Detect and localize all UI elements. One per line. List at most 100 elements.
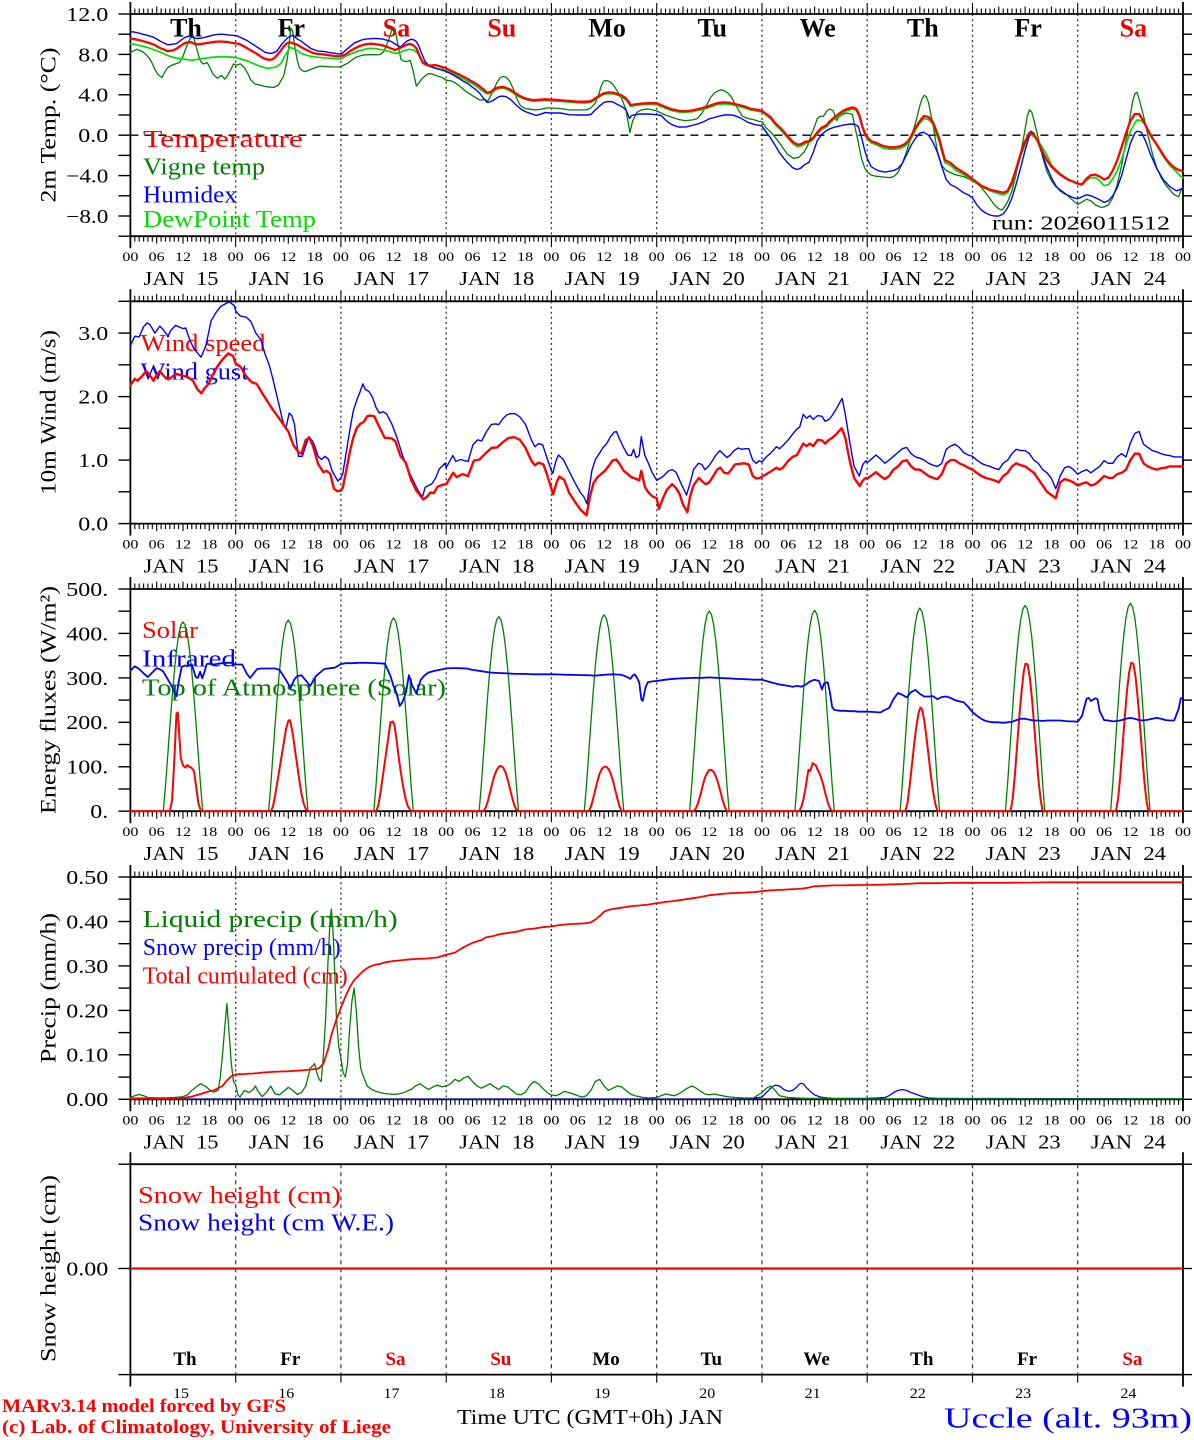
svg-text:12: 12 [701, 1112, 717, 1127]
svg-text:JAN 16: JAN 16 [249, 556, 324, 578]
svg-text:12: 12 [1122, 537, 1138, 552]
svg-text:00: 00 [754, 824, 770, 839]
svg-text:06: 06 [1096, 1112, 1113, 1127]
svg-text:JAN 19: JAN 19 [565, 268, 640, 290]
svg-text:2m Temp. (°C): 2m Temp. (°C) [36, 48, 61, 203]
svg-text:06: 06 [1096, 537, 1113, 552]
svg-text:20: 20 [699, 1386, 715, 1402]
svg-text:18: 18 [201, 1112, 217, 1127]
svg-text:Sa: Sa [385, 1349, 406, 1370]
svg-text:00: 00 [438, 1112, 454, 1127]
svg-text:12: 12 [912, 249, 928, 264]
svg-text:06: 06 [991, 537, 1008, 552]
svg-text:JAN 20: JAN 20 [670, 843, 745, 865]
svg-text:JAN 22: JAN 22 [880, 1131, 955, 1153]
svg-text:12: 12 [596, 824, 612, 839]
svg-text:06: 06 [570, 537, 587, 552]
svg-text:Sa: Sa [1120, 14, 1147, 43]
svg-text:Mo: Mo [588, 14, 626, 43]
svg-text:00: 00 [649, 537, 665, 552]
svg-text:18: 18 [412, 824, 428, 839]
svg-text:00: 00 [1070, 249, 1086, 264]
svg-text:−8.0: −8.0 [66, 206, 108, 228]
svg-text:00: 00 [333, 1112, 349, 1127]
svg-text:JAN 19: JAN 19 [565, 556, 640, 578]
svg-text:0.10: 0.10 [66, 1045, 108, 1067]
svg-text:Fr: Fr [1017, 1349, 1038, 1370]
svg-text:Total cumulated (cm): Total cumulated (cm) [143, 963, 348, 989]
svg-text:06: 06 [359, 537, 376, 552]
svg-text:12: 12 [912, 1112, 928, 1127]
svg-text:00: 00 [1175, 824, 1191, 839]
svg-text:18: 18 [412, 537, 428, 552]
svg-text:Th: Th [907, 14, 939, 43]
svg-text:JAN 16: JAN 16 [249, 268, 324, 290]
svg-text:06: 06 [254, 1112, 271, 1127]
svg-text:18: 18 [833, 249, 849, 264]
svg-text:Snow height (cm): Snow height (cm) [36, 1175, 61, 1362]
svg-text:06: 06 [991, 1112, 1008, 1127]
svg-text:Mo: Mo [592, 1349, 619, 1370]
svg-text:00: 00 [1175, 249, 1191, 264]
svg-text:3.0: 3.0 [78, 323, 108, 345]
svg-text:06: 06 [1096, 249, 1113, 264]
svg-text:18: 18 [1043, 537, 1059, 552]
svg-text:JAN 15: JAN 15 [144, 268, 219, 290]
svg-text:500.: 500. [66, 579, 108, 601]
svg-text:Precip (mm/h): Precip (mm/h) [36, 913, 61, 1063]
svg-text:JAN 24: JAN 24 [1091, 843, 1166, 865]
svg-text:JAN 24: JAN 24 [1091, 1131, 1166, 1153]
svg-text:JAN 15: JAN 15 [144, 1131, 219, 1153]
svg-text:21: 21 [805, 1386, 821, 1402]
svg-text:18: 18 [622, 249, 638, 264]
svg-text:4.0: 4.0 [78, 85, 108, 107]
svg-text:18: 18 [1043, 1112, 1059, 1127]
svg-text:18: 18 [728, 537, 744, 552]
svg-text:JAN 18: JAN 18 [459, 556, 534, 578]
svg-text:18: 18 [201, 537, 217, 552]
svg-text:JAN 23: JAN 23 [986, 268, 1061, 290]
svg-text:run: 2026011512: run: 2026011512 [992, 213, 1170, 235]
svg-text:JAN 19: JAN 19 [565, 1131, 640, 1153]
svg-text:Uccle (alt. 93m): Uccle (alt. 93m) [944, 1402, 1192, 1434]
svg-text:JAN 23: JAN 23 [986, 843, 1061, 865]
svg-text:JAN 16: JAN 16 [249, 843, 324, 865]
svg-text:00: 00 [859, 249, 875, 264]
svg-text:23: 23 [1015, 1386, 1031, 1402]
svg-text:19: 19 [594, 1386, 610, 1402]
svg-text:00: 00 [859, 824, 875, 839]
svg-text:JAN 22: JAN 22 [880, 268, 955, 290]
svg-text:JAN 16: JAN 16 [249, 1131, 324, 1153]
svg-text:00: 00 [438, 537, 454, 552]
svg-text:12: 12 [491, 537, 507, 552]
svg-text:06: 06 [149, 1112, 166, 1127]
svg-text:0.00: 0.00 [66, 1089, 108, 1111]
svg-text:JAN 20: JAN 20 [670, 1131, 745, 1153]
svg-text:06: 06 [570, 824, 587, 839]
svg-text:15: 15 [173, 1386, 189, 1402]
svg-text:2.0: 2.0 [78, 387, 108, 409]
svg-text:06: 06 [780, 537, 797, 552]
svg-text:18: 18 [833, 824, 849, 839]
svg-text:Th: Th [910, 1349, 934, 1370]
svg-text:00: 00 [965, 824, 981, 839]
svg-text:00: 00 [228, 537, 244, 552]
svg-text:JAN 22: JAN 22 [880, 843, 955, 865]
svg-text:00: 00 [438, 249, 454, 264]
svg-text:JAN 20: JAN 20 [670, 268, 745, 290]
svg-text:Tu: Tu [701, 1349, 723, 1370]
svg-text:12: 12 [491, 824, 507, 839]
svg-text:06: 06 [254, 249, 271, 264]
svg-text:Fr: Fr [1014, 14, 1041, 43]
svg-text:DewPoint Temp: DewPoint Temp [143, 207, 316, 233]
svg-text:18: 18 [307, 537, 323, 552]
svg-text:06: 06 [886, 824, 903, 839]
svg-text:We: We [803, 1349, 829, 1370]
svg-text:JAN 17: JAN 17 [354, 1131, 429, 1153]
svg-text:06: 06 [675, 824, 692, 839]
svg-text:12: 12 [1017, 537, 1033, 552]
svg-text:06: 06 [465, 249, 482, 264]
svg-text:06: 06 [570, 1112, 587, 1127]
svg-text:12: 12 [280, 537, 296, 552]
svg-text:Fr: Fr [280, 1349, 301, 1370]
